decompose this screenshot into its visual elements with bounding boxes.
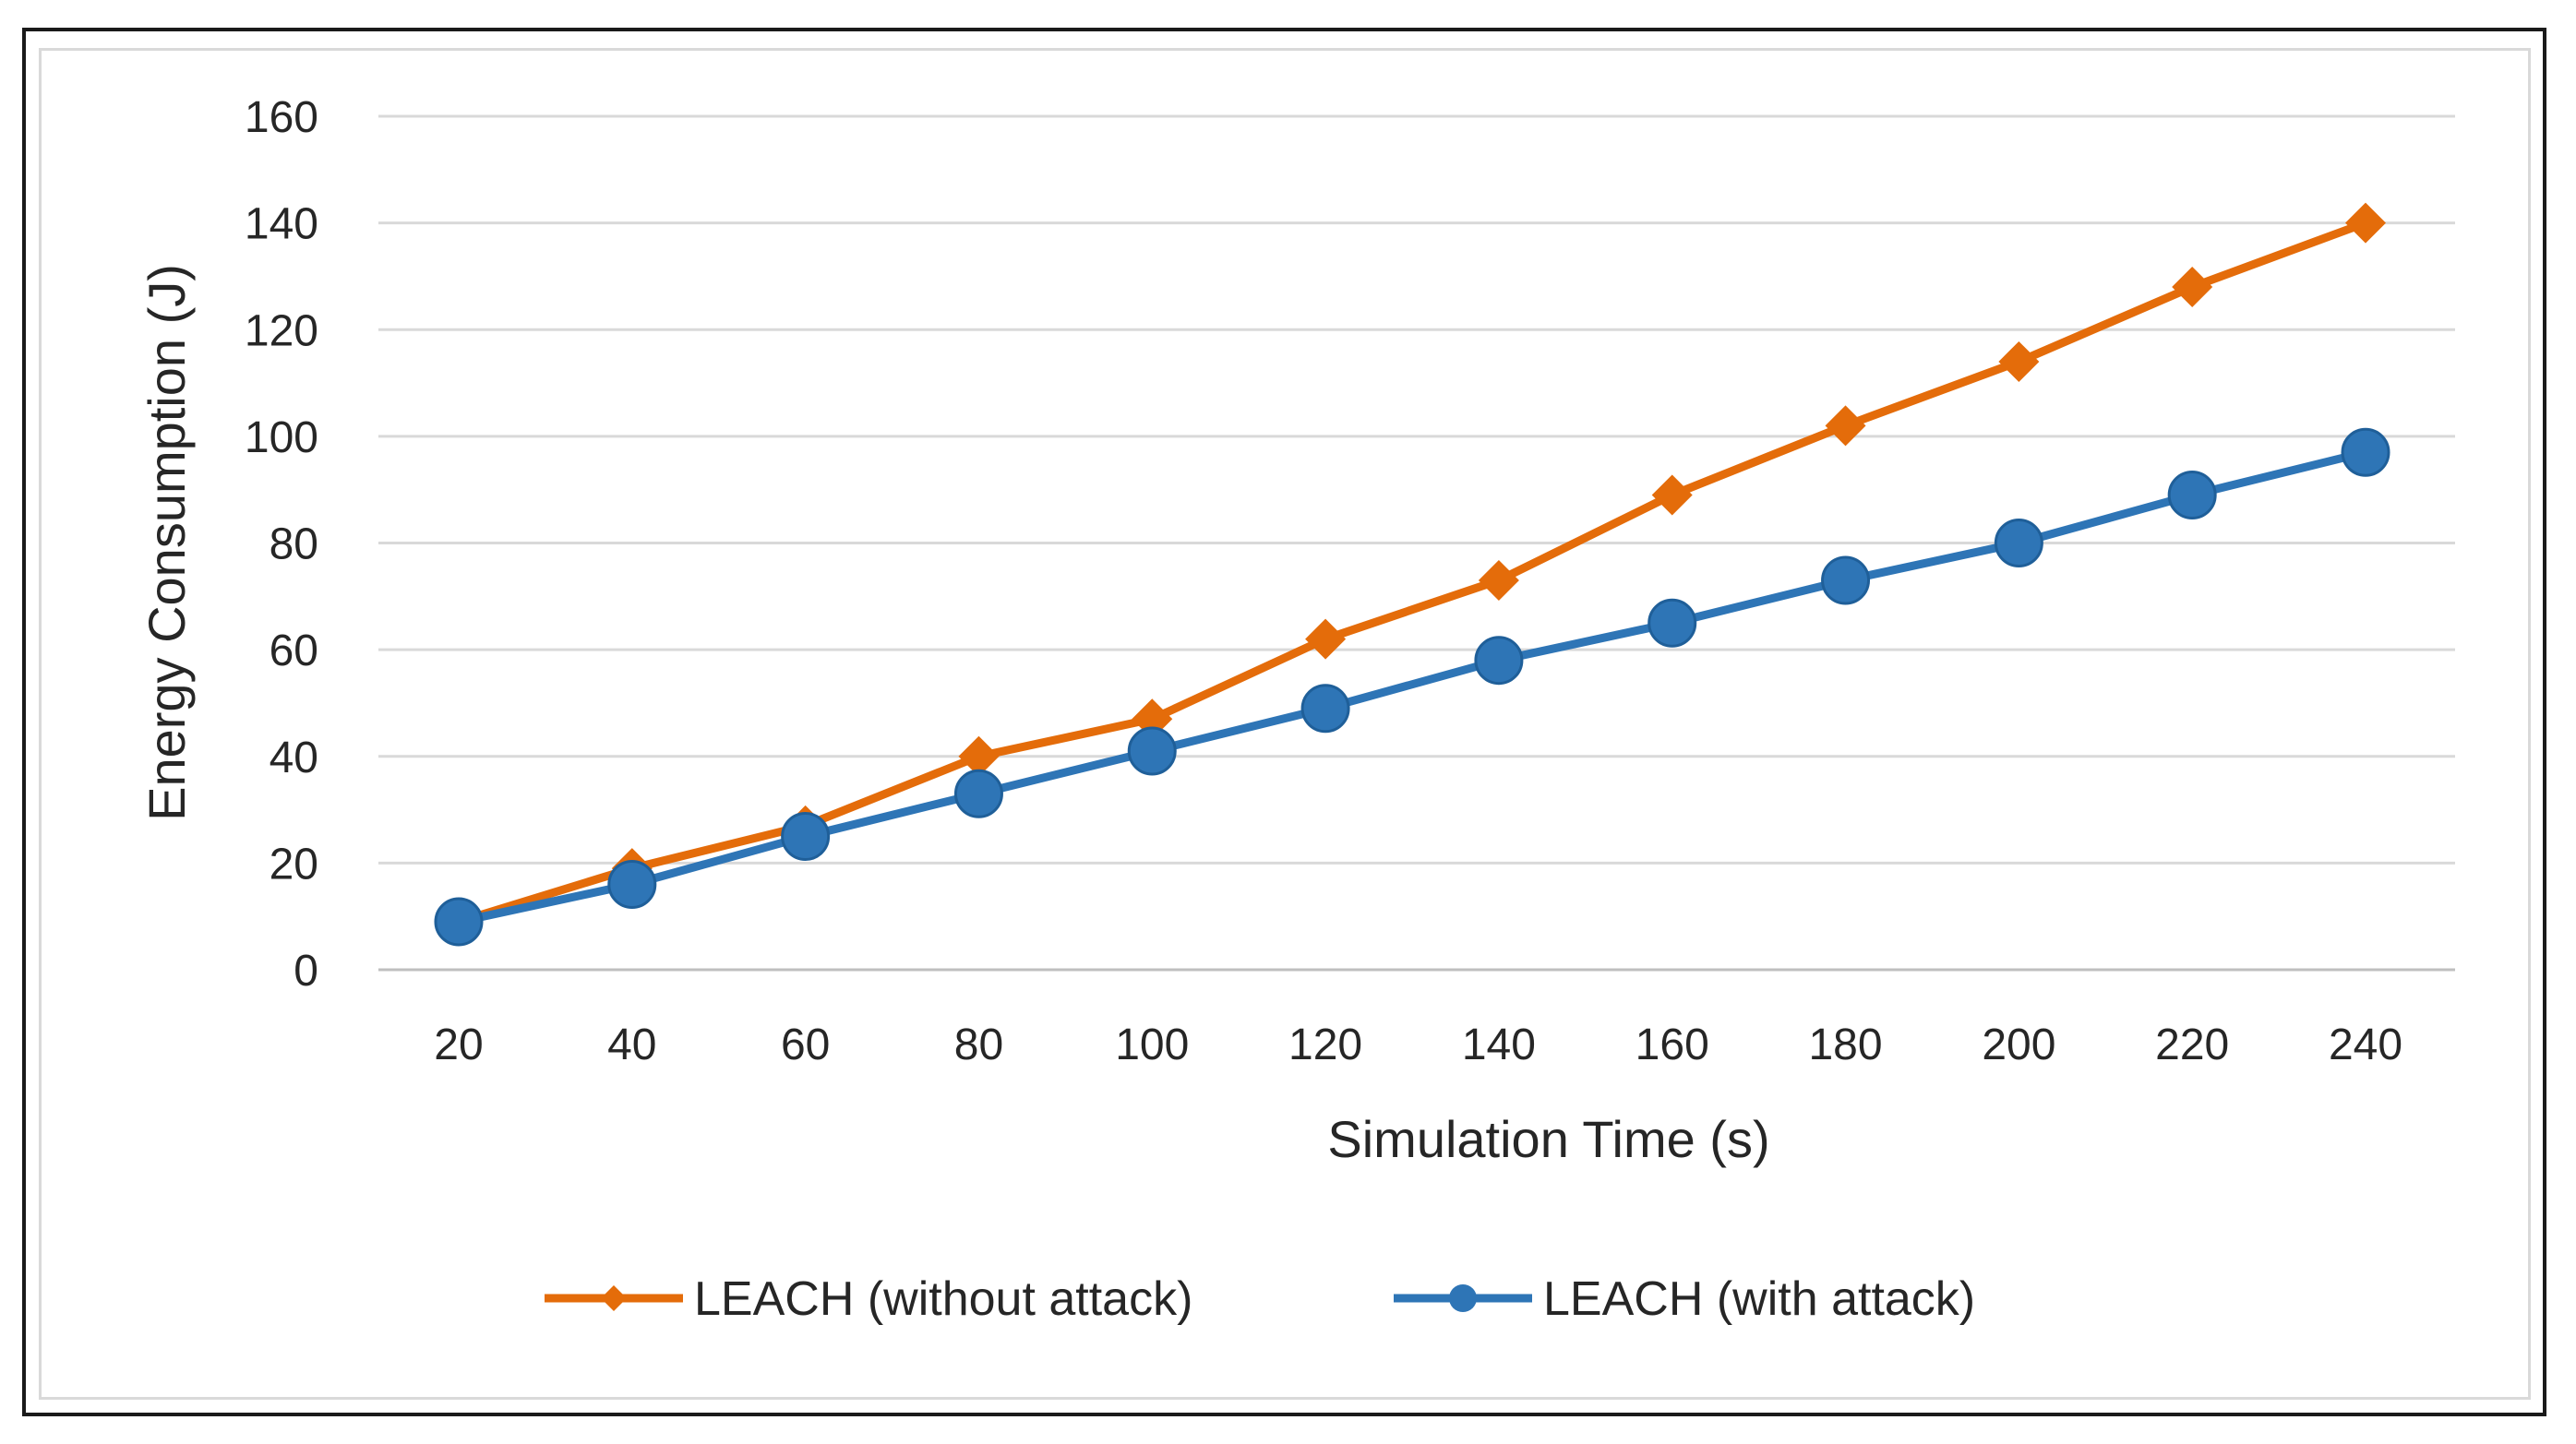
x-tick-label-60: 60 bbox=[781, 1020, 830, 1069]
x-tick-label-120: 120 bbox=[1288, 1020, 1362, 1069]
x-tick-label-180: 180 bbox=[1808, 1020, 1882, 1069]
y-tick-label-120: 120 bbox=[245, 306, 318, 355]
y-axis-title: Energy Consumption (J) bbox=[138, 264, 196, 821]
series-layer bbox=[434, 202, 2390, 947]
point-with-attack-200 bbox=[1994, 519, 2043, 567]
legend-marker-with-attack bbox=[1449, 1284, 1477, 1312]
point-without-attack-120 bbox=[1305, 618, 1347, 660]
y-tick-label-160: 160 bbox=[245, 93, 318, 142]
point-with-attack-240 bbox=[2341, 427, 2390, 477]
y-tick-label-0: 0 bbox=[294, 947, 318, 996]
point-without-attack-80 bbox=[958, 735, 1000, 777]
legend: LEACH (without attack) LEACH (with attac… bbox=[545, 1272, 1975, 1326]
y-tick-label-140: 140 bbox=[245, 200, 318, 249]
y-tick-label-20: 20 bbox=[270, 840, 318, 889]
y-axis-ticks: 0 20 40 60 80 100 120 140 160 bbox=[245, 93, 318, 996]
x-axis-ticks: 20 40 60 80 100 120 140 160 180 200 220 240 bbox=[434, 1020, 2402, 1069]
point-with-attack-100 bbox=[1127, 726, 1177, 776]
point-with-attack-220 bbox=[2167, 470, 2217, 519]
x-tick-label-160: 160 bbox=[1635, 1020, 1709, 1069]
legend-label-without-attack: LEACH (without attack) bbox=[694, 1272, 1192, 1326]
point-without-attack-160 bbox=[1651, 474, 1693, 516]
x-tick-label-200: 200 bbox=[1982, 1020, 2055, 1069]
y-tick-label-80: 80 bbox=[270, 520, 318, 569]
point-without-attack-200 bbox=[1998, 340, 2040, 382]
chart-area-frame bbox=[39, 48, 2531, 1400]
x-tick-label-20: 20 bbox=[434, 1020, 483, 1069]
x-tick-label-140: 140 bbox=[1462, 1020, 1536, 1069]
gridlines bbox=[378, 114, 2455, 972]
x-tick-label-80: 80 bbox=[954, 1020, 1003, 1069]
series-line-with-attack bbox=[454, 448, 2370, 926]
legend-marker-without-attack bbox=[601, 1285, 627, 1311]
point-with-attack-40 bbox=[607, 860, 657, 909]
y-tick-label-60: 60 bbox=[270, 627, 318, 675]
series-line-without-attack bbox=[454, 219, 2370, 926]
point-without-attack-140 bbox=[1478, 559, 1519, 601]
series-without-attack bbox=[438, 202, 2386, 942]
legend-label-with-attack: LEACH (with attack) bbox=[1543, 1272, 1975, 1326]
legend-item-without-attack: LEACH (without attack) bbox=[545, 1272, 1192, 1326]
point-with-attack-60 bbox=[781, 811, 831, 861]
point-with-attack-180 bbox=[1821, 555, 1871, 605]
point-without-attack-180 bbox=[1825, 405, 1866, 447]
y-tick-label-40: 40 bbox=[270, 734, 318, 782]
point-with-attack-20 bbox=[434, 897, 484, 947]
x-tick-label-40: 40 bbox=[607, 1020, 656, 1069]
x-tick-label-240: 240 bbox=[2329, 1020, 2402, 1069]
legend-item-with-attack: LEACH (with attack) bbox=[1394, 1272, 1975, 1326]
point-with-attack-160 bbox=[1647, 598, 1697, 648]
point-with-attack-80 bbox=[953, 769, 1003, 818]
point-with-attack-140 bbox=[1474, 636, 1524, 686]
point-without-attack-240 bbox=[2345, 202, 2386, 244]
x-tick-label-220: 220 bbox=[2155, 1020, 2229, 1069]
x-tick-label-100: 100 bbox=[1115, 1020, 1189, 1069]
x-axis-title: Simulation Time (s) bbox=[1327, 1110, 1769, 1168]
y-tick-label-100: 100 bbox=[245, 413, 318, 462]
series-with-attack bbox=[434, 427, 2390, 947]
point-with-attack-120 bbox=[1300, 684, 1350, 734]
point-without-attack-220 bbox=[2172, 267, 2213, 307]
